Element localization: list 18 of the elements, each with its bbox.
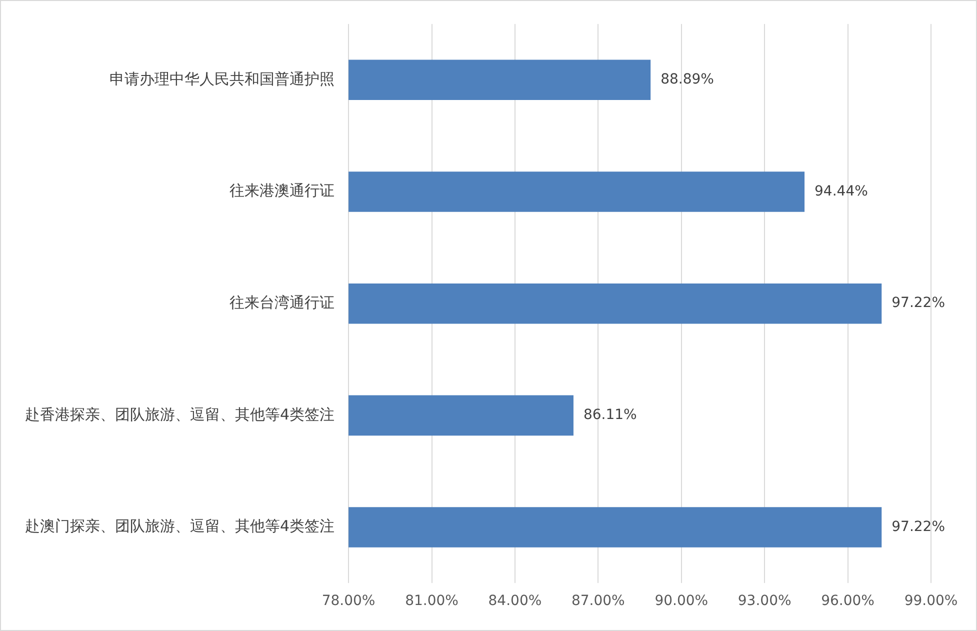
x-tick-label: 93.00%	[738, 593, 792, 610]
y-tick-label: 往来港澳通行证	[230, 182, 335, 200]
x-tick-label: 96.00%	[821, 593, 874, 610]
x-tick-label: 99.00%	[904, 593, 958, 610]
x-tick-label: 84.00%	[488, 593, 542, 610]
y-tick-label: 申请办理中华人民共和国普通护照	[110, 70, 335, 88]
data-label: 94.44%	[814, 183, 868, 200]
y-tick-label: 赴澳门探亲、团队旅游、逗留、其他等4类签注	[24, 517, 335, 536]
y-tick-label: 赴香港探亲、团队旅游、逗留、其他等4类签注	[24, 405, 335, 424]
data-label: 97.22%	[892, 295, 946, 312]
data-label: 88.89%	[660, 72, 714, 88]
data-label: 86.11%	[583, 407, 637, 424]
x-tick-label: 78.00%	[322, 593, 376, 610]
y-tick-label: 往来台湾通行证	[230, 293, 335, 312]
x-tick-label: 81.00%	[405, 593, 458, 610]
data-label: 97.22%	[892, 518, 946, 535]
x-tick-label: 87.00%	[571, 593, 625, 610]
x-tick-label: 90.00%	[654, 593, 708, 610]
